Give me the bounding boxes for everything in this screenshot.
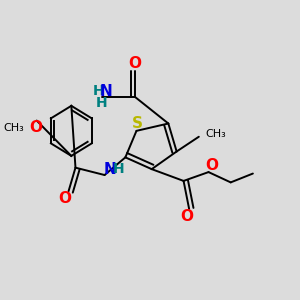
Text: O: O <box>129 56 142 70</box>
Text: N: N <box>100 84 112 99</box>
Text: O: O <box>58 191 71 206</box>
Text: H: H <box>96 96 108 110</box>
Text: CH₃: CH₃ <box>206 129 226 139</box>
Text: H: H <box>93 84 105 98</box>
Text: O: O <box>205 158 218 173</box>
Text: H: H <box>112 162 124 176</box>
Text: O: O <box>29 120 42 135</box>
Text: S: S <box>132 116 143 131</box>
Text: N: N <box>104 162 116 177</box>
Text: O: O <box>180 209 193 224</box>
Text: CH₃: CH₃ <box>3 123 24 133</box>
